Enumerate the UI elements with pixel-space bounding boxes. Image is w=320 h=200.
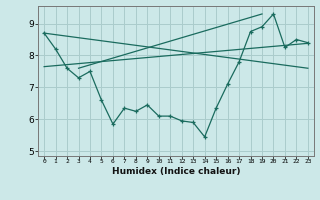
X-axis label: Humidex (Indice chaleur): Humidex (Indice chaleur) bbox=[112, 167, 240, 176]
